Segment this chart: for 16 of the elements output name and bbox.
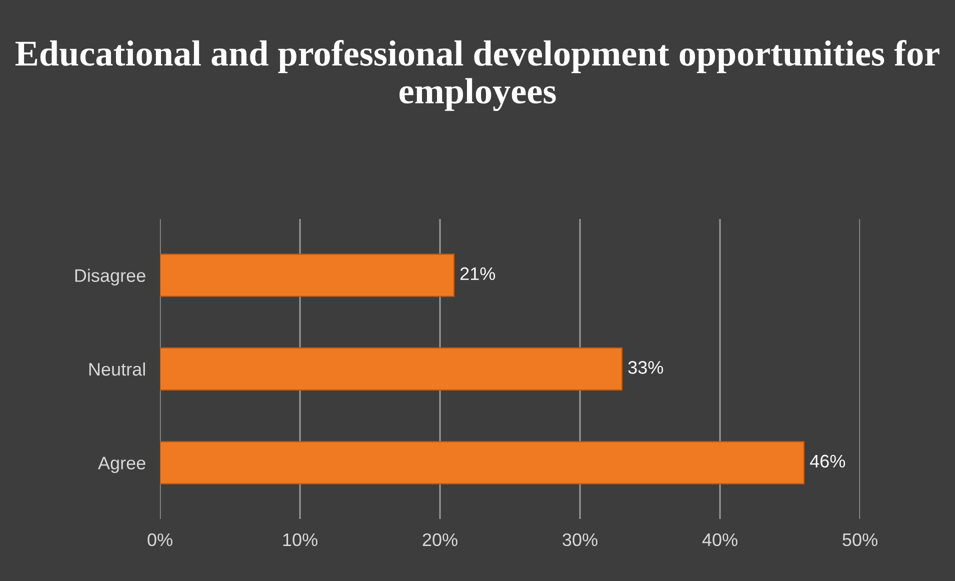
bar bbox=[160, 347, 623, 391]
bar bbox=[160, 441, 805, 484]
x-tick-label: 30% bbox=[562, 533, 598, 546]
bar bbox=[160, 254, 455, 297]
x-tick-label: 40% bbox=[702, 533, 738, 546]
data-label: 21% bbox=[460, 267, 496, 280]
x-tick-label: 10% bbox=[283, 533, 318, 546]
x-tick-label: 0% bbox=[148, 533, 172, 546]
data-label: 46% bbox=[810, 454, 846, 468]
data-label: 33% bbox=[628, 361, 664, 374]
y-tick-label: Neutral bbox=[89, 362, 145, 376]
y-tick-label: Agree bbox=[98, 456, 146, 474]
y-tick-label: Disagree bbox=[75, 268, 146, 286]
chart-title: Educational and professional development opportunities for employees bbox=[15, 40, 940, 112]
x-tick-label: 20% bbox=[422, 533, 458, 546]
x-tick-label: 50% bbox=[842, 533, 878, 546]
